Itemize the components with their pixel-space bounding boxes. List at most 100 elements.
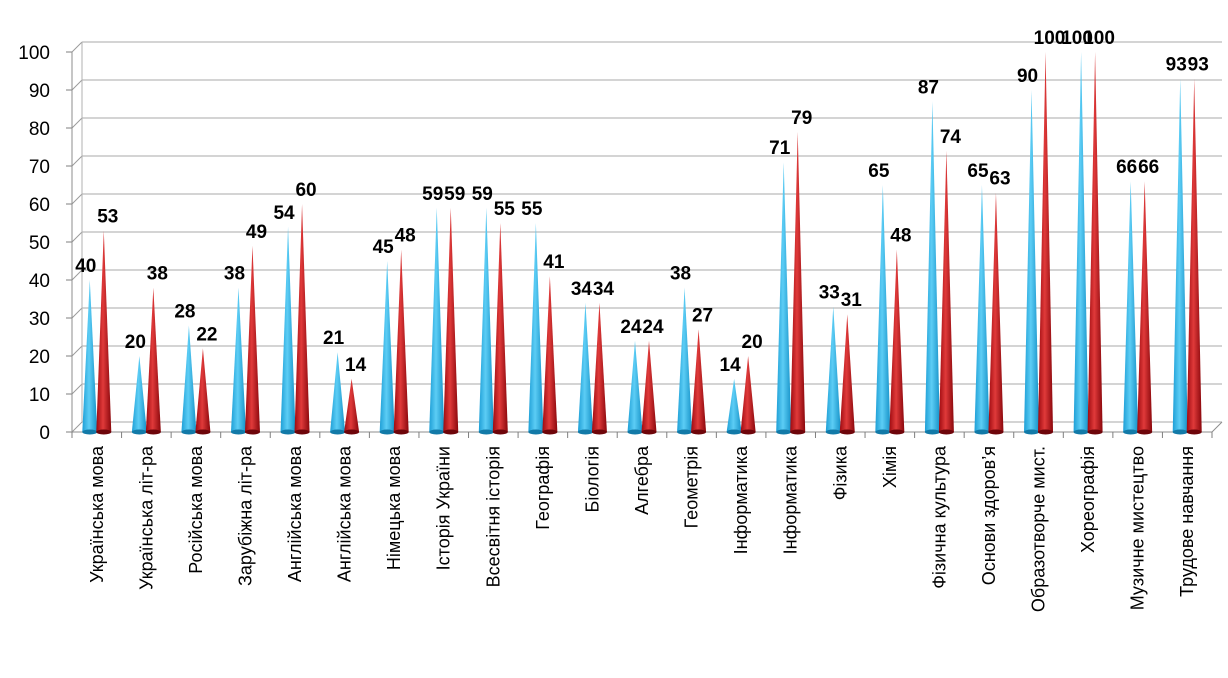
y-tick-label: 70 [29,157,50,178]
bar-base [1186,429,1202,435]
bar [344,378,360,432]
bar [195,348,211,432]
y-tick-label: 40 [29,271,50,292]
bar-base [82,429,98,435]
bar [131,356,147,432]
bar-base [443,429,459,435]
bar-base [591,429,607,435]
data-label: 49 [246,222,267,243]
bar-base [96,429,112,435]
bar [1024,90,1040,432]
bar [379,261,395,432]
bar-base [641,429,657,435]
x-tick-label: Всесвітня історія [483,446,503,587]
bar [280,226,296,432]
bar [938,150,954,433]
data-label: 20 [125,332,146,353]
bar-base [330,429,346,435]
x-tick-label: Хімія [880,446,900,488]
bar [429,207,445,432]
x-tick-label: Фізична культура [929,445,949,589]
data-label: 74 [940,127,962,148]
data-label: 60 [295,180,316,201]
bar-base [889,429,905,435]
x-tick-label: Музичне мистецтво [1128,446,1148,610]
bar-base [131,429,147,435]
gridline-depth [71,155,83,167]
y-tick-label: 100 [18,43,50,64]
gridline-depth [71,193,83,205]
data-label: 59 [472,184,493,205]
data-label: 100 [1061,28,1093,49]
bar-base [280,429,296,435]
bar-base [528,429,544,435]
data-label: 40 [75,256,96,277]
data-label: 100 [1083,28,1115,49]
x-tick-label: Алгебра [632,445,652,515]
bar [889,249,905,432]
bar-base [875,429,891,435]
data-label: 38 [224,264,245,285]
bar-base [244,429,260,435]
data-label: 33 [819,283,840,304]
gridline-depth [71,41,83,53]
bar [528,223,544,432]
bar [1123,181,1139,432]
data-label: 53 [97,207,118,228]
bar-base [740,429,756,435]
bar-base [294,429,310,435]
bar-base [1073,429,1089,435]
bar-base [478,429,494,435]
data-label: 31 [841,290,863,311]
bar-base [1137,429,1153,435]
y-tick-label: 80 [29,119,50,140]
x-tick-label: Історія України [434,446,454,570]
data-label: 22 [196,324,217,345]
x-tick-label: Основи здоров’я [979,446,999,585]
floor-edge [1211,421,1223,433]
bar [641,340,657,432]
data-label: 79 [791,108,812,129]
bar [726,378,742,432]
bar [96,230,112,432]
bar-base [577,429,593,435]
data-label: 45 [373,237,395,258]
gridline-depth [71,269,83,281]
data-label: 24 [620,317,642,338]
bar [478,207,494,432]
data-label: 55 [494,199,516,220]
data-label: 55 [521,199,543,220]
x-tick-label: Українська мова [87,445,107,583]
gridline-depth [71,383,83,395]
data-label: 21 [323,328,345,349]
y-tick-label: 30 [29,309,50,330]
y-tick-label: 60 [29,195,50,216]
data-label: 71 [769,138,791,159]
bar [924,101,940,433]
data-label: 66 [1116,157,1137,178]
bar-base [542,429,558,435]
gridline-depth [71,345,83,357]
bar [825,306,841,432]
bar [577,302,593,432]
bar [1038,52,1054,432]
bar [776,162,792,432]
bar-base [195,429,211,435]
bar-base [825,429,841,435]
x-tick-label: Образотворче мист. [1029,446,1049,612]
bar-base [344,429,360,435]
bar-base [145,429,161,435]
gridline-depth [71,79,83,91]
y-tick-label: 0 [39,423,50,444]
bar-base [379,429,395,435]
gridline-depth [71,117,83,129]
bar [627,340,643,432]
data-label: 65 [967,161,989,182]
y-tick-label: 50 [29,233,50,254]
data-label: 90 [1017,66,1038,87]
data-label: 66 [1138,157,1159,178]
x-tick-label: Українська літ-ра [136,445,156,590]
x-tick-label: Хореографія [1078,446,1098,553]
bar-base [1024,429,1040,435]
bar [1186,78,1202,432]
